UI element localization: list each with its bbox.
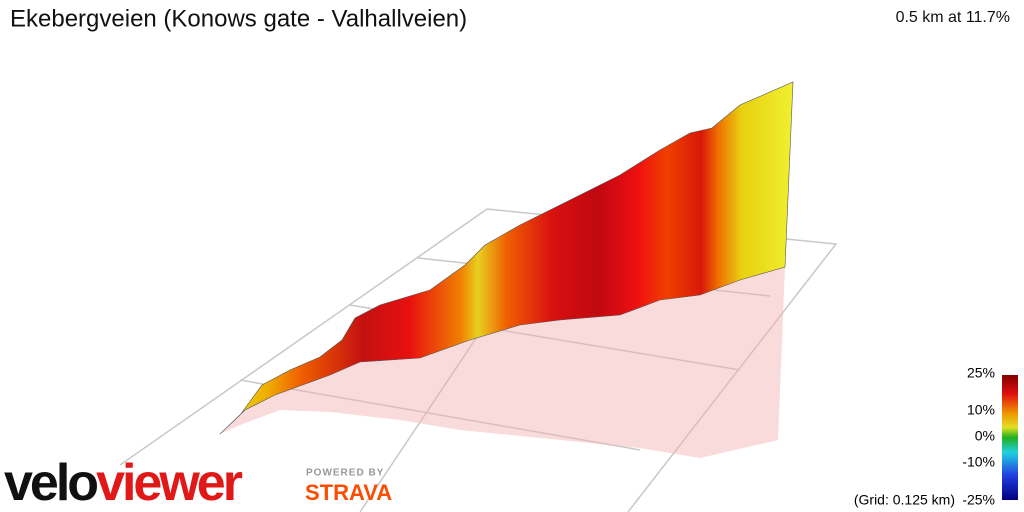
color-scale [1002,375,1018,500]
summary: 0.5 km at 11.7% [896,9,1010,26]
reflection [220,267,785,458]
logo-part: velo [4,454,97,512]
scale-label: -10% [962,454,995,470]
gradient-wall [219,81,794,435]
logo: veloviewer [4,454,243,512]
scale-label: 10% [967,402,995,418]
scale-label: -25% [962,492,995,508]
scale-label: 0% [975,428,995,444]
scale-label: 25% [967,365,995,381]
grid-note: (Grid: 0.125 km) [854,492,955,508]
logo-part: viewer [96,454,243,512]
powered-by: POWERED BY [306,468,384,479]
strava-logo: STRAVA [305,480,392,505]
title: Ekebergveien (Konows gate - Valhallveien… [10,5,467,32]
